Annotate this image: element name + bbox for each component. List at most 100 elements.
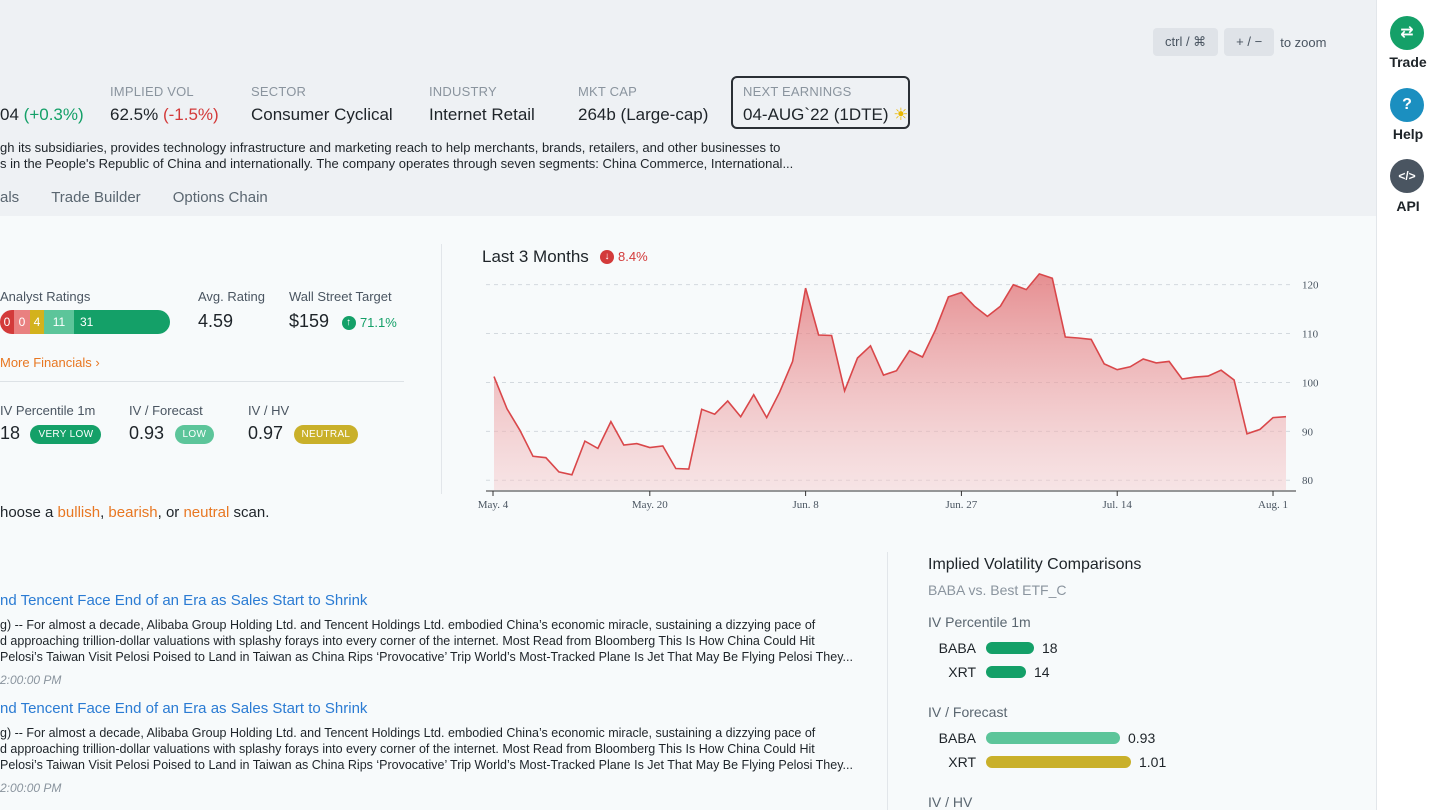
implied-vol-change: (-1.5%) — [162, 105, 219, 124]
earnings-value: 04-AUG`22 (1DTE) — [743, 105, 889, 124]
scan-text: , or — [157, 504, 184, 521]
tab-financials[interactable]: als — [0, 189, 20, 206]
iv-hv-value: 0.97 — [248, 423, 284, 443]
zoom-hint: ctrl / ⌘ + / − to zoom — [1153, 28, 1326, 56]
implied-vol-label: IMPLIED VOL — [110, 84, 194, 99]
iv-compare-value: 14 — [1034, 664, 1050, 680]
news-headline[interactable]: nd Tencent Face End of an Era as Sales S… — [0, 700, 368, 717]
x-tick-label: Jun. 8 — [792, 499, 819, 511]
avg-rating-label: Avg. Rating — [198, 289, 265, 304]
right-rail — [1376, 0, 1440, 810]
iv-forecast: 0.93 LOW — [129, 423, 215, 445]
api-icon[interactable]: </> — [1390, 159, 1424, 193]
price-chart: 80 90 100 110 120 May. 4 May. 20 Jun. 8 Jun. 27 J… — [478, 272, 1319, 511]
wall-street-target-label: Wall Street Target — [289, 289, 392, 304]
iv-compare-value: 1.01 — [1139, 754, 1167, 770]
y-tick-label: 100 — [1302, 377, 1319, 389]
iv-comparison-subtitle: BABA vs. Best ETF_C — [928, 582, 1067, 598]
iv-hv-label: IV / HV — [248, 403, 290, 418]
iv-compare-bar — [986, 732, 1120, 744]
divider — [887, 552, 888, 810]
iv-compare-bar — [986, 642, 1034, 654]
price-stat: 04 (+0.3%) — [0, 84, 84, 125]
news-headline[interactable]: nd Tencent Face End of an Era as Sales S… — [0, 592, 368, 609]
rating-segment: 31 — [74, 310, 170, 334]
status-badge: NEUTRAL — [293, 425, 359, 445]
tab-trade-builder[interactable]: Trade Builder — [51, 189, 141, 206]
iv-compare-row: BABA 18 — [928, 640, 1058, 656]
iv-forecast-label: IV / Forecast — [129, 403, 203, 418]
help-icon[interactable]: ? — [1390, 88, 1424, 122]
api-label[interactable]: API — [1396, 198, 1420, 214]
bullish-scan-link[interactable]: bullish — [57, 504, 101, 521]
news-body-line: d approaching trillion-dollar valuations… — [0, 634, 815, 648]
scan-text: , — [100, 504, 109, 521]
implied-vol-stat: IMPLIED VOL 62.5% (-1.5%) — [110, 84, 219, 125]
rating-segment: 0 — [14, 310, 30, 334]
scan-text: scan. — [229, 504, 270, 521]
news-time: 2:00:00 PM — [0, 673, 62, 687]
price-area — [494, 273, 1286, 490]
iv-hv: 0.97 NEUTRAL — [248, 423, 359, 445]
help-label[interactable]: Help — [1392, 126, 1424, 142]
industry-value: Internet Retail — [429, 105, 535, 124]
mktcap-stat: MKT CAP 264b (Large-cap) — [578, 84, 708, 125]
mktcap-label: MKT CAP — [578, 84, 637, 99]
avg-rating-value: 4.59 — [198, 311, 234, 331]
neutral-scan-link[interactable]: neutral — [183, 504, 230, 521]
next-earnings-box[interactable] — [731, 76, 910, 129]
more-financials-link[interactable]: More Financials › — [0, 355, 100, 370]
y-tick-label: 80 — [1302, 475, 1314, 487]
iv-compare-bar — [986, 756, 1131, 768]
chart-title: Last 3 Months — [482, 247, 589, 266]
earnings-stat: NEXT EARNINGS 04-AUG`22 (1DTE) ☀ — [743, 84, 908, 125]
rating-segment: 11 — [44, 310, 74, 334]
rating-segment: 0 — [0, 310, 14, 334]
news-body-line: g) -- For almost a decade, Alibaba Group… — [0, 618, 816, 632]
news-body: g) -- For almost a decade, Alibaba Group… — [0, 725, 860, 773]
description-line: gh its subsidiaries, provides technology… — [0, 140, 781, 155]
iv-percentile: 18 VERY LOW — [0, 423, 102, 445]
y-tick-label: 110 — [1302, 329, 1319, 341]
scan-prompt: hoose a bullish, bearish, or neutral sca… — [0, 504, 269, 521]
x-tick-label: Aug. 1 — [1258, 499, 1288, 511]
ticker: XRT — [948, 754, 976, 770]
news-time: 2:00:00 PM — [0, 781, 62, 795]
price-change: (+0.3%) — [23, 105, 84, 124]
trade-icon[interactable]: ⇄ — [1390, 16, 1424, 50]
sun-icon: ☀ — [893, 105, 909, 124]
x-tick-label: May. 4 — [478, 499, 509, 511]
target-value: $159 — [289, 311, 330, 331]
iv-compare-row: XRT 14 — [928, 664, 1050, 680]
bearish-scan-link[interactable]: bearish — [108, 504, 158, 521]
iv-percentile-section: IV Percentile 1m — [928, 614, 1031, 630]
tab-options-chain[interactable]: Options Chain — [172, 189, 268, 206]
news-body: g) -- For almost a decade, Alibaba Group… — [0, 617, 860, 665]
iv-forecast-section: IV / Forecast — [928, 704, 1008, 720]
ticker: BABA — [938, 730, 976, 746]
news-body-line: d approaching trillion-dollar valuations… — [0, 742, 815, 756]
implied-vol-value: 62.5% — [110, 105, 159, 124]
plus-minus-key: + / − — [1224, 28, 1275, 56]
status-badge: VERY LOW — [30, 425, 102, 445]
iv-compare-row: BABA 0.93 — [928, 730, 1156, 746]
trade-label[interactable]: Trade — [1389, 54, 1427, 70]
price-value: 04 — [0, 105, 19, 124]
analyst-ratings-label: Analyst Ratings — [0, 289, 91, 304]
earnings-label: NEXT EARNINGS — [743, 84, 852, 99]
news-item: nd Tencent Face End of an Era as Sales S… — [0, 700, 860, 795]
y-tick-label: 120 — [1302, 280, 1319, 292]
description-line: s in the People's Republic of China and … — [0, 156, 794, 171]
iv-percentile-label: IV Percentile 1m — [0, 403, 96, 418]
x-tick-label: Jul. 14 — [1103, 499, 1133, 511]
tab-bar: als Trade Builder Options Chain — [0, 189, 300, 206]
chart-change: ↓ 8.4% — [600, 249, 648, 264]
arrow-down-icon: ↓ — [600, 249, 614, 264]
iv-compare-bar — [986, 666, 1026, 678]
sector-stat: SECTOR Consumer Cyclical — [251, 84, 393, 125]
ctrl-key: ctrl / ⌘ — [1153, 28, 1219, 56]
iv-compare-row: XRT 1.01 — [928, 754, 1166, 770]
iv-forecast-value: 0.93 — [129, 423, 165, 443]
iv-percentile-value: 18 — [0, 423, 21, 443]
target-change: 71.1% — [359, 315, 397, 330]
